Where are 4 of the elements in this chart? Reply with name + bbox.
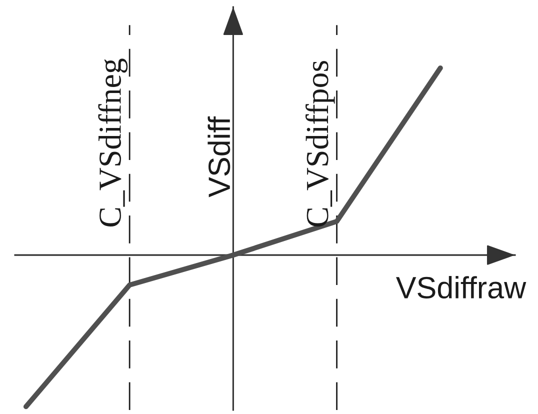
annotation: C_VSdiffpos: [306, 60, 335, 227]
x-axis-title: VSdiffraw: [396, 276, 526, 299]
annotation: C_VSdiffneg: [98, 58, 128, 227]
y-axis-title: VSdiff: [208, 116, 230, 198]
